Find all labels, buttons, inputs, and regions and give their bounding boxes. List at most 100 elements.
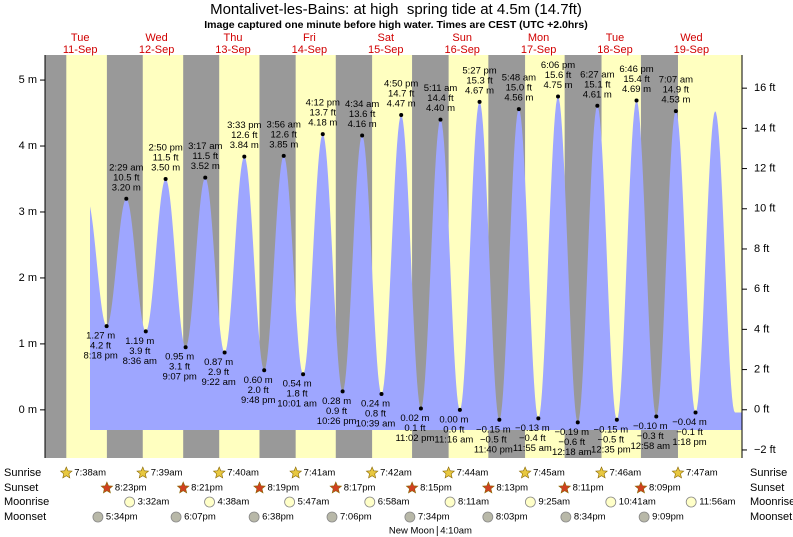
tide-m: 4.40 m	[426, 103, 455, 114]
moonrise-time: 11:56am	[699, 497, 735, 508]
moonset-icon	[638, 511, 650, 523]
sunrise-time: 7:38am	[74, 468, 106, 479]
tide-point	[673, 109, 678, 114]
tide-ft: 3.9 ft	[129, 346, 150, 357]
tide-time: 10:39 am	[356, 419, 396, 430]
moonrise-time: 8:11am	[458, 497, 489, 508]
tide-m: 4.56 m	[504, 93, 533, 104]
tide-time: 4:12 pm	[306, 98, 340, 109]
tide-ft: −0.3 ft	[637, 431, 664, 442]
tide-m: −0.10 m	[633, 421, 668, 432]
tide-ft: 11.5 ft	[153, 153, 179, 164]
date-label: 17-Sep	[521, 44, 556, 56]
tide-time: 3:17 am	[188, 141, 222, 152]
tide-time: 2:29 am	[109, 162, 143, 173]
moonset-icon	[170, 511, 182, 523]
tide-time: 11:02 pm	[395, 433, 434, 444]
sunrise-icon	[671, 466, 685, 479]
tide-point	[340, 389, 345, 394]
moonset-time: 9:09pm	[652, 512, 684, 523]
tide-ft: −0.4 ft	[519, 433, 546, 444]
sunset-icon	[100, 481, 114, 494]
tide-point	[457, 407, 462, 412]
row-label: Sunset	[4, 482, 38, 494]
tide-m: 3.52 m	[191, 161, 220, 172]
tide-point	[301, 372, 306, 377]
row-label: Sunset	[750, 482, 784, 494]
tide-ft: 15.0 ft	[506, 83, 533, 94]
tide-m: 1.27 m	[86, 331, 115, 342]
moonset-time: 5:34pm	[106, 512, 138, 523]
tide-m: 4.75 m	[543, 80, 572, 91]
tide-m: 4.69 m	[622, 84, 651, 95]
row-label: Moonrise	[4, 496, 49, 508]
sunset-icon	[176, 481, 190, 494]
moonrise-icon	[444, 496, 456, 508]
tide-ft: −0.5 ft	[598, 434, 625, 445]
moon-phase-time: 4:10am	[440, 526, 472, 537]
weekday-label: Fri	[303, 32, 316, 44]
moonrise-icon	[364, 496, 376, 508]
tide-time: 1:18 pm	[672, 437, 706, 448]
y2-tick-label: 10 ft	[754, 203, 775, 215]
tide-ft: −0.6 ft	[558, 437, 585, 448]
tide-ft: 0.9 ft	[326, 406, 347, 417]
sunrise-icon	[289, 466, 303, 479]
tide-ft: −0.5 ft	[480, 434, 507, 445]
sunrise-time: 7:47am	[686, 468, 718, 479]
y-tick-label: 0 m	[19, 404, 37, 416]
tide-m: 4.61 m	[583, 89, 612, 100]
tide-ft: 14.7 ft	[388, 89, 415, 100]
row-label: Sunrise	[4, 467, 41, 479]
tide-m: 0.54 m	[283, 379, 312, 390]
tide-time: 10:26 pm	[317, 416, 357, 427]
date-label: 11-Sep	[63, 44, 98, 56]
sunset-time: 8:21pm	[191, 483, 223, 494]
tide-time: 3:56 am	[267, 119, 301, 130]
tide-ft: 2.0 ft	[248, 385, 269, 396]
sunrise-time: 7:44am	[457, 468, 489, 479]
y-tick-label: 5 m	[19, 74, 37, 86]
tide-point	[556, 94, 561, 99]
sunrise-time: 7:40am	[227, 468, 259, 479]
y-tick-label: 1 m	[19, 338, 37, 350]
tide-point	[536, 416, 541, 421]
sunrise-time: 7:41am	[304, 468, 336, 479]
sunset-time: 8:13pm	[496, 483, 528, 494]
tide-ft: 3.1 ft	[169, 362, 190, 373]
tide-point	[595, 103, 600, 108]
tide-time: 10:01 am	[277, 399, 317, 410]
tide-point	[163, 177, 168, 181]
y2-tick-label: 4 ft	[754, 323, 769, 335]
y-tick-label: 2 m	[19, 272, 37, 284]
moonset-time: 8:34pm	[574, 512, 606, 523]
sunset-time: 8:17pm	[344, 483, 376, 494]
row-label: Sunrise	[750, 467, 787, 479]
tide-ft: −0.1 ft	[676, 427, 703, 438]
y2-tick-label: 8 ft	[754, 243, 769, 255]
moonset-time: 7:06pm	[340, 512, 372, 523]
moon-phase-name: New Moon	[389, 526, 434, 537]
weekday-label: Wed	[145, 32, 167, 44]
sunrise-icon	[595, 466, 608, 479]
moonset-icon	[92, 511, 104, 523]
row-label: Moonset	[4, 511, 46, 523]
tide-ft: 14.9 ft	[663, 85, 690, 96]
tide-point	[418, 406, 423, 411]
tide-m: 3.84 m	[230, 140, 259, 151]
moonrise-icon	[685, 496, 697, 508]
tide-m: 4.67 m	[465, 85, 494, 96]
moonset-icon	[482, 511, 494, 523]
tide-m: 4.18 m	[308, 118, 337, 129]
tide-time: 8:36 am	[123, 356, 157, 367]
sunrise-icon	[442, 466, 456, 479]
y2-tick-label: 6 ft	[754, 283, 769, 295]
tide-time: 11:40 pm	[474, 444, 513, 455]
y2-tick-label: −2 ft	[754, 444, 776, 456]
tide-m: 4.53 m	[661, 95, 690, 106]
tide-point	[104, 324, 109, 329]
moonrise-icon	[605, 496, 617, 508]
tide-m: 3.85 m	[269, 139, 298, 150]
tide-m: 0.00 m	[439, 414, 468, 425]
weekday-label: Tue	[71, 32, 90, 44]
